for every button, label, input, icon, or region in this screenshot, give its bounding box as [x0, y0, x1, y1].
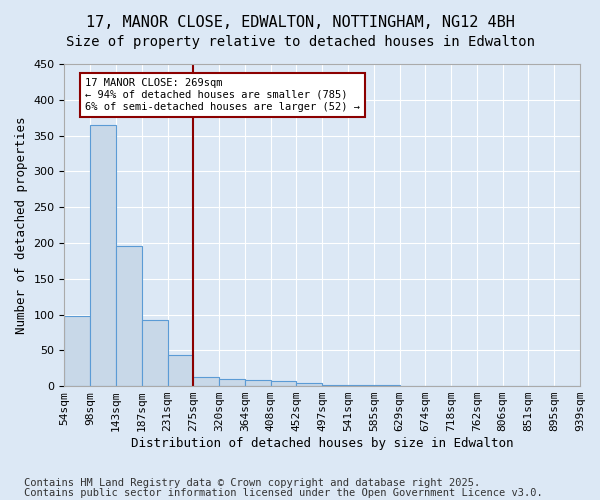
Bar [245, 380, 271, 386]
Bar [271, 381, 296, 386]
Bar [167, 354, 193, 386]
Bar [90, 125, 116, 386]
Bar [142, 320, 167, 386]
Bar [296, 382, 322, 386]
X-axis label: Distribution of detached houses by size in Edwalton: Distribution of detached houses by size … [131, 437, 514, 450]
Bar [116, 246, 142, 386]
Text: 17 MANOR CLOSE: 269sqm
← 94% of detached houses are smaller (785)
6% of semi-det: 17 MANOR CLOSE: 269sqm ← 94% of detached… [85, 78, 360, 112]
Bar [193, 377, 219, 386]
Bar [322, 384, 348, 386]
Text: 17, MANOR CLOSE, EDWALTON, NOTTINGHAM, NG12 4BH: 17, MANOR CLOSE, EDWALTON, NOTTINGHAM, N… [86, 15, 514, 30]
Text: Contains HM Land Registry data © Crown copyright and database right 2025.: Contains HM Land Registry data © Crown c… [24, 478, 480, 488]
Bar [219, 379, 245, 386]
Text: Contains public sector information licensed under the Open Government Licence v3: Contains public sector information licen… [24, 488, 543, 498]
Y-axis label: Number of detached properties: Number of detached properties [15, 116, 28, 334]
Bar [64, 316, 90, 386]
Text: Size of property relative to detached houses in Edwalton: Size of property relative to detached ho… [65, 35, 535, 49]
